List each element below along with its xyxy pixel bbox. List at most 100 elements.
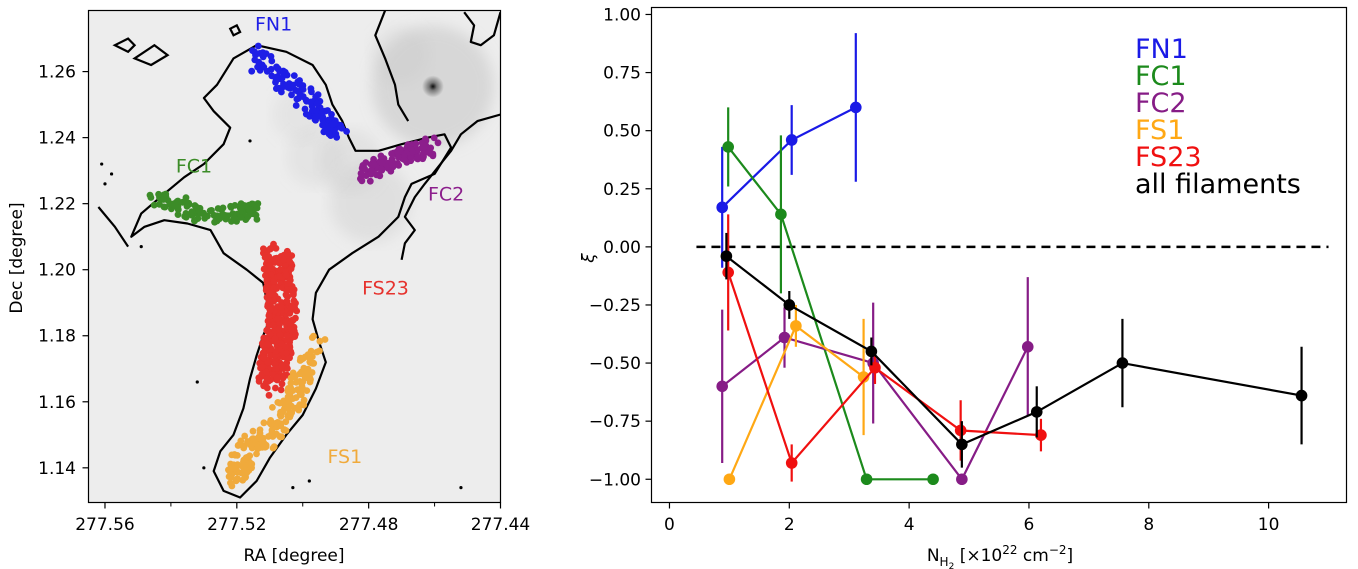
point-fs23 [272, 347, 280, 355]
point-fs1 [298, 391, 305, 398]
point-fs23 [288, 326, 295, 334]
point-fs23 [290, 297, 298, 305]
point-fn1 [263, 67, 271, 75]
point-fc2 [430, 134, 438, 142]
point-fc1 [222, 212, 230, 219]
point-fs1 [242, 454, 250, 461]
contour-island [112, 37, 137, 54]
point-fs1 [240, 461, 248, 469]
data-point [785, 134, 798, 146]
point-fs1 [306, 354, 314, 362]
point-fs23 [279, 374, 287, 382]
point-fc1 [237, 214, 245, 221]
point-fs23 [260, 245, 267, 253]
point-fc1 [208, 207, 215, 214]
point-fc1 [252, 211, 260, 219]
intensity-image [272, 25, 494, 243]
point-fc1 [160, 191, 168, 199]
legend-entry: all filaments [1135, 169, 1301, 200]
y-tick-label: 1.16 [38, 393, 76, 413]
contour-island [132, 43, 170, 67]
point-fs1 [276, 399, 284, 407]
point-fc2 [388, 155, 396, 163]
x-tick-label: 10 [1258, 515, 1280, 535]
point-fn1 [313, 99, 321, 107]
point-fc1 [146, 191, 154, 199]
data-point [783, 299, 796, 311]
y-tick-label: 1.24 [38, 129, 76, 149]
point-fs1 [286, 390, 294, 398]
label-fn1: FN1 [255, 13, 292, 35]
point-fn1 [273, 85, 280, 92]
point-fc1 [150, 201, 158, 209]
profile-background [651, 7, 1347, 503]
point-fs1 [282, 427, 290, 434]
point-fn1 [303, 97, 310, 105]
point-fc1 [227, 203, 235, 211]
intensity-blob [286, 127, 346, 187]
point-fn1 [314, 91, 322, 99]
point-fs1 [307, 347, 315, 355]
point-fn1 [288, 91, 295, 99]
point-fn1 [330, 120, 337, 127]
point-fs1 [289, 369, 297, 377]
legend-entry: FC2 [1135, 88, 1187, 119]
point-fs1 [270, 443, 278, 451]
point-fs23 [288, 303, 296, 310]
point-fs23 [255, 377, 263, 385]
point-fs1 [234, 462, 242, 470]
point-fs1 [276, 433, 284, 441]
data-point [1295, 389, 1308, 402]
point-fs1 [292, 378, 300, 386]
y-tick-label: 1.20 [38, 261, 76, 281]
series-fn1 [716, 33, 862, 268]
map-x-axis-label: RA [degree] [244, 546, 345, 566]
point-fs23 [278, 303, 285, 311]
point-fs23 [263, 277, 271, 284]
y-tick-label: 1.22 [38, 195, 76, 215]
x-tick-label: 0 [664, 515, 675, 535]
point-fs1 [321, 336, 329, 343]
y-tick-label: 1.18 [38, 327, 76, 347]
contour-dot [195, 380, 199, 384]
profile-panel: 0 2 4 6 8 10 1.00 0.75 0.50 0.25 0.00 −0.25 −0.50 −0… [579, 5, 1348, 569]
point-fn1 [280, 70, 288, 77]
x-tick-label: 8 [1143, 515, 1154, 535]
point-fc1 [219, 204, 227, 212]
point-fs1 [307, 376, 314, 383]
point-fc1 [161, 203, 169, 211]
point-fc1 [188, 212, 196, 219]
point-fc2 [395, 153, 402, 161]
point-fs1 [287, 379, 295, 387]
profile-x-axis-label: NH2 [×1022 cm−2] [927, 543, 1073, 569]
point-fc1 [216, 215, 223, 223]
point-fn1 [278, 88, 285, 96]
point-fs1 [249, 427, 257, 435]
data-point [850, 101, 862, 114]
point-fc1 [156, 200, 163, 208]
point-fs23 [258, 363, 266, 371]
filament-points [146, 42, 442, 490]
x-tick-label: 2 [784, 515, 795, 535]
point-fs23 [266, 312, 273, 320]
label-fc1: FC1 [176, 155, 212, 177]
point-fs1 [282, 418, 290, 426]
point-fs23 [289, 317, 297, 324]
point-fs23 [271, 255, 279, 262]
y-tick-label: 0.25 [603, 180, 641, 200]
point-fc1 [183, 203, 191, 210]
map-y-axis: 1.14 1.16 1.18 1.20 1.22 1.24 1.26 [38, 63, 89, 479]
legend-entry: FS1 [1135, 115, 1184, 146]
y-tick-label: −1.00 [589, 470, 641, 490]
point-fs23 [283, 271, 290, 279]
point-fs1 [228, 464, 236, 472]
point-fs23 [272, 245, 280, 252]
map-frame [87, 9, 502, 504]
point-fs1 [267, 417, 275, 424]
point-fs23 [282, 291, 290, 299]
point-fc1 [155, 190, 163, 198]
label-fs1: FS1 [327, 446, 362, 468]
profile-x-axis: 0 2 4 6 8 10 [664, 502, 1280, 535]
point-fs1 [228, 451, 236, 459]
point-fn1 [290, 72, 298, 79]
